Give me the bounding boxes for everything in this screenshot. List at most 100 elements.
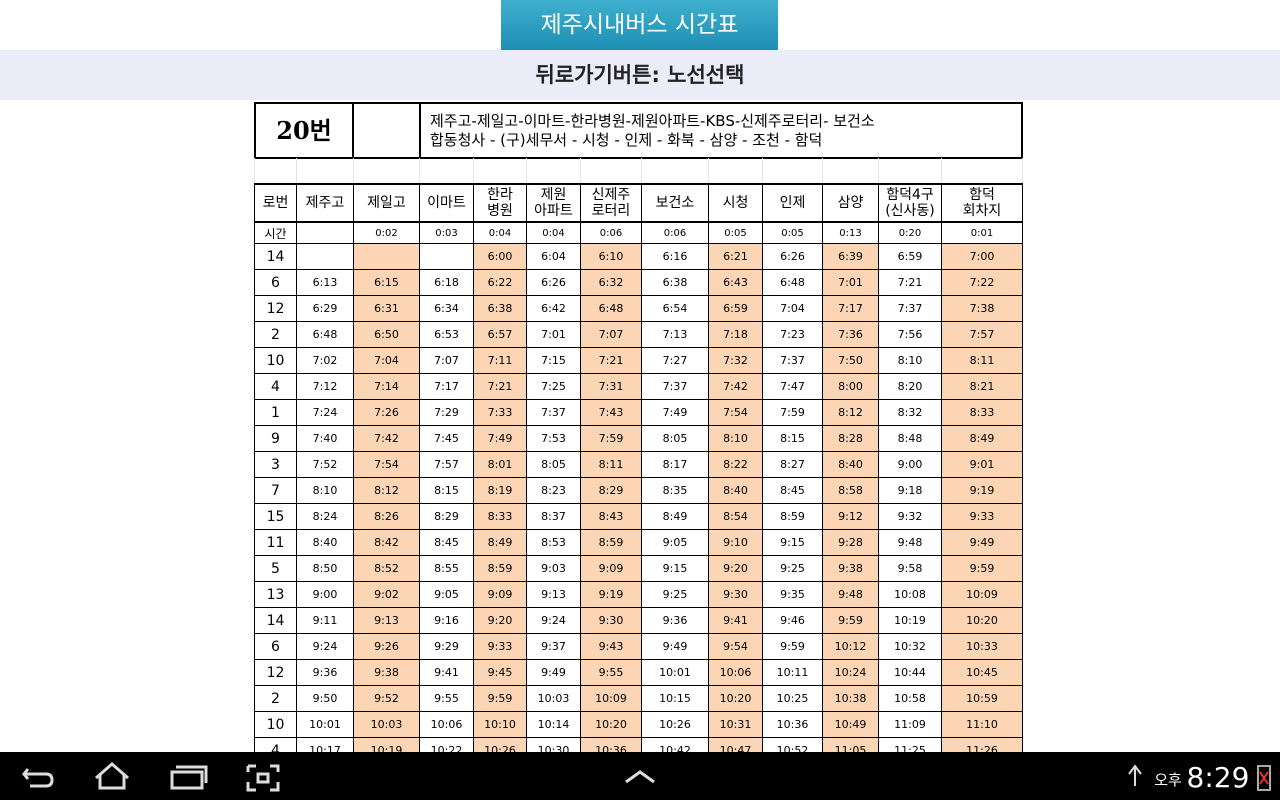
duration-cell: 0:04: [526, 221, 581, 244]
time-cell: 7:49: [473, 425, 527, 452]
time-cell: 8:52: [353, 555, 420, 582]
time-cell: 9:05: [641, 529, 709, 556]
time-cell: 7:24: [296, 399, 354, 426]
time-cell: 9:49: [641, 633, 709, 660]
time-cell: 9:43: [580, 633, 642, 660]
time-cell: 6:48: [296, 321, 354, 348]
recent-apps-button[interactable]: [170, 765, 208, 790]
trip-row: 14 9:11 9:13 9:16 9:20 9:24 9:30 9:36 9:41 9:46 9:…: [254, 607, 1023, 634]
duration-cell: 0:20: [878, 221, 942, 244]
time-cell: 6:38: [641, 269, 709, 296]
column-header-line: 제주고: [305, 195, 345, 211]
column-header-line: 함덕: [969, 187, 995, 203]
time-cell: 9:48: [878, 529, 942, 556]
duration-cell: 0:06: [641, 221, 709, 244]
duration-cell: 0:01: [941, 221, 1023, 244]
column-header-line: (신사동): [885, 203, 935, 219]
time-cell: 7:54: [708, 399, 763, 426]
trip-row: 7 8:10 8:12 8:15 8:19 8:23 8:29 8:35 8:40 8:45 8:5…: [254, 477, 1023, 504]
time-cell: 7:23: [762, 321, 823, 348]
time-cell: 9:10: [708, 529, 763, 556]
column-header-line: 시청: [722, 195, 749, 211]
time-cell: 9:20: [473, 607, 527, 634]
time-cell: 10:19: [878, 607, 942, 634]
trip-row: 1 7:24 7:26 7:29 7:33 7:37 7:43 7:49 7:54 7:59 8:1…: [254, 399, 1023, 426]
time-cell: 8:49: [641, 503, 709, 530]
column-header: 시청: [708, 183, 763, 223]
time-cell: 10:06: [708, 659, 763, 686]
time-cell: 9:26: [353, 633, 420, 660]
time-cell: 7:13: [641, 321, 709, 348]
time-cell: 9:13: [353, 607, 420, 634]
trip-row: 12 6:29 6:31 6:34 6:38 6:42 6:48 6:54 6:59 7:04 7:…: [254, 295, 1023, 322]
time-cell: 8:10: [878, 347, 942, 374]
screenshot-button[interactable]: [246, 764, 280, 792]
back-button[interactable]: [22, 768, 54, 788]
time-cell: 9:50: [296, 685, 354, 712]
time-cell: 7:00: [941, 243, 1023, 270]
time-cell: 6:34: [419, 295, 474, 322]
spacer-cell: [580, 158, 642, 185]
time-cell: 7:27: [641, 347, 709, 374]
column-header-line: 신제주: [591, 187, 631, 203]
time-cell: 6:38: [473, 295, 527, 322]
time-cell: 8:53: [526, 529, 581, 556]
time-cell: 6:26: [526, 269, 581, 296]
spacer-cell: [708, 158, 763, 185]
time-cell: 10:31: [708, 711, 763, 738]
menu-up-button[interactable]: [625, 770, 655, 784]
route-order-cell: 3: [254, 451, 297, 478]
time-cell: 6:22: [473, 269, 527, 296]
time-cell: 8:45: [762, 477, 823, 504]
duration-cell: 0:04: [473, 221, 527, 244]
usb-icon: [1128, 764, 1142, 786]
time-cell: 7:40: [296, 425, 354, 452]
time-cell: 7:02: [296, 347, 354, 374]
time-cell: 9:05: [419, 581, 474, 608]
time-cell: 8:10: [296, 477, 354, 504]
column-header-line: 병원: [487, 203, 513, 219]
home-button[interactable]: [95, 762, 129, 790]
time-cell: 9:59: [762, 633, 823, 660]
time-cell: 9:36: [641, 607, 709, 634]
time-cell: 10:59: [941, 685, 1023, 712]
time-cell: 7:45: [419, 425, 474, 452]
time-cell: 8:19: [473, 477, 527, 504]
trip-row: 15 8:24 8:26 8:29 8:33 8:37 8:43 8:49 8:54 8:59 9:…: [254, 503, 1023, 530]
trip-row: 11 8:40 8:42 8:45 8:49 8:53 8:59 9:05 9:10 9:15 9:…: [254, 529, 1023, 556]
time-cell: 9:15: [762, 529, 823, 556]
time-cell: 8:59: [580, 529, 642, 556]
time-cell: 8:23: [526, 477, 581, 504]
column-header: 이마트: [419, 183, 474, 223]
trip-row: 10 7:02 7:04 7:07 7:11 7:15 7:21 7:27 7:32 7:37 7:…: [254, 347, 1023, 374]
time-cell: 9:01: [941, 451, 1023, 478]
time-cell: 9:36: [296, 659, 354, 686]
time-cell: 6:59: [708, 295, 763, 322]
duration-cell: 0:13: [822, 221, 879, 244]
header-row: 로번 제주고 제일고 이마트 한라 병원 제원 아파트 신제주 로터리 보건소 시청 인제 삼양 함덕4구(…: [254, 183, 1023, 223]
time-cell: 7:11: [473, 347, 527, 374]
time-cell: 7:31: [580, 373, 642, 400]
back-hint-bar[interactable]: 뒤로가기버튼: 노선선택: [0, 50, 1280, 100]
spacer-row: [254, 158, 1023, 185]
time-cell: 8:59: [473, 555, 527, 582]
battery-warning: [1259, 771, 1269, 785]
time-cell: 9:19: [941, 477, 1023, 504]
time-cell: [353, 243, 420, 270]
time-cell: 10:26: [641, 711, 709, 738]
time-cell: 8:29: [419, 503, 474, 530]
time-cell: 10:20: [580, 711, 642, 738]
time-cell: 10:01: [296, 711, 354, 738]
time-cell: 7:56: [878, 321, 942, 348]
time-cell: 9:59: [822, 607, 879, 634]
time-cell: 7:50: [822, 347, 879, 374]
time-cell: 8:40: [822, 451, 879, 478]
duration-cell: 0:06: [580, 221, 642, 244]
time-cell: 6:29: [296, 295, 354, 322]
spacer-cell: [353, 158, 420, 185]
time-cell: 10:11: [762, 659, 823, 686]
trip-row: 6 9:24 9:26 9:29 9:33 9:37 9:43 9:49 9:54 9:59 10:…: [254, 633, 1023, 660]
trip-row: 2 9:50 9:52 9:55 9:59 10:03 10:09 10:15 10:20 10:…: [254, 685, 1023, 712]
trip-row: 12 9:36 9:38 9:41 9:45 9:49 9:55 10:01 10:06 10:1…: [254, 659, 1023, 686]
time-cell: 9:19: [580, 581, 642, 608]
